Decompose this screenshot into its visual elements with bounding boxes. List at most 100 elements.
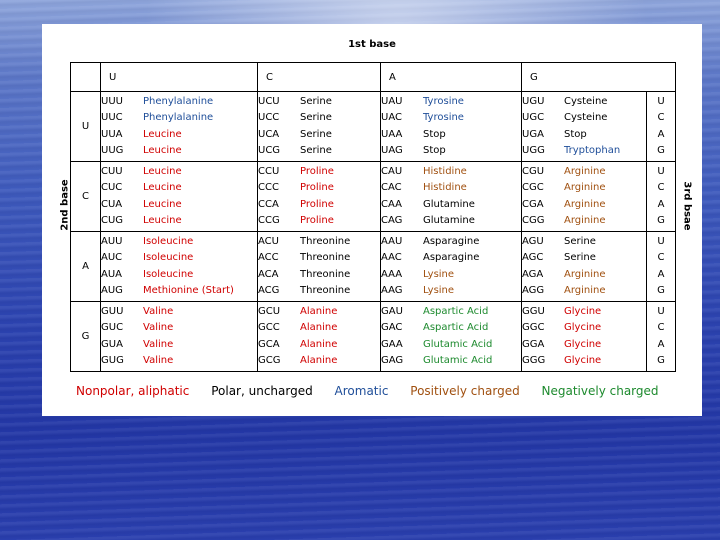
codon-entry: CGA Arginine: [522, 197, 646, 213]
codon-entry: GAC Aspartic Acid: [381, 320, 521, 336]
codon-entry: AAG Lysine: [381, 283, 521, 299]
amino-acid-name: Glycine: [564, 354, 602, 366]
codon-code: AAA: [381, 268, 403, 280]
amino-acid-name: Histidine: [423, 165, 467, 177]
codon-entry: CAA Glutamine: [381, 197, 521, 213]
amino-acid-name: Alanine: [300, 338, 338, 350]
amino-acid-name: Arginine: [564, 214, 606, 226]
amino-acid-name: Asparagine: [423, 235, 480, 247]
third-base-letter: C: [657, 252, 665, 264]
codon-cell: UAU Tyrosine UAC Tyrosine UAA Stop UAG Stop: [380, 91, 522, 162]
codon-entry: UCC Serine: [258, 110, 380, 126]
header-label: U: [109, 71, 117, 83]
codon-cell: GCU Alanine GCC Alanine GCA Alanine GCG Alanine: [257, 301, 381, 372]
codon-entry: AAU Asparagine: [381, 234, 521, 250]
amino-acid-name: Glutamine: [423, 214, 475, 226]
codon-code: ACU: [258, 235, 279, 247]
codon-cell: GGU Glycine GGC Glycine GGA Glycine GGG Glycine: [521, 301, 647, 372]
second-base-row-label: C: [70, 161, 101, 232]
codon-entry: CAC Histidine: [381, 180, 521, 196]
amino-acid-name: Proline: [300, 198, 334, 210]
codon-code: AUC: [101, 252, 123, 264]
codon-entry: AGU Serine: [522, 234, 646, 250]
legend-aromatic: Aromatic: [334, 384, 389, 398]
codon-entry: CCU Proline: [258, 164, 380, 180]
codon-code: GGC: [522, 322, 545, 334]
amino-acid-name: Alanine: [300, 354, 338, 366]
codon-cell: UCU Serine UCC Serine UCA Serine UCG Serine: [257, 91, 381, 162]
codon-code: AUA: [101, 268, 123, 280]
third-base-letter: U: [657, 235, 665, 247]
amino-acid-name: Proline: [300, 182, 334, 194]
amino-acid-name: Arginine: [564, 182, 606, 194]
amino-acid-name: Glutamine: [423, 198, 475, 210]
amino-acid-name: Serine: [300, 95, 332, 107]
legend-nonpolar: Nonpolar, aliphatic: [76, 384, 190, 398]
codon-code: UUG: [101, 144, 124, 156]
codon-entry: CUA Leucine: [101, 197, 257, 213]
amino-acid-name: Threonine: [300, 284, 351, 296]
header-cell-g: G: [521, 62, 676, 92]
codon-cell: AAU Asparagine AAC Asparagine AAA Lysine AAG Ly…: [380, 231, 522, 302]
third-base-letter: C: [657, 112, 665, 124]
codon-code: GCA: [258, 338, 280, 350]
amino-acid-name: Cysteine: [564, 95, 608, 107]
codon-entry: AUA Isoleucine: [101, 267, 257, 283]
codon-entry: CGU Arginine: [522, 164, 646, 180]
amino-acid-name: Leucine: [143, 182, 182, 194]
codon-entry: GGA Glycine: [522, 337, 646, 353]
codon-entry: AAC Asparagine: [381, 250, 521, 266]
codon-entry: UAG Stop: [381, 143, 521, 159]
codon-entry: UGC Cysteine: [522, 110, 646, 126]
amino-acid-name: Stop: [423, 144, 446, 156]
third-base-letter: A: [657, 338, 665, 350]
codon-code: CAC: [381, 182, 402, 194]
codon-cell: ACU Threonine ACC Threonine ACA Threonine ACG T…: [257, 231, 381, 302]
codon-code: AGA: [522, 268, 544, 280]
codon-entry: UCA Serine: [258, 127, 380, 143]
third-base-letter: U: [657, 305, 665, 317]
amino-acid-name: Valine: [143, 354, 174, 366]
amino-acid-name: Lysine: [423, 268, 455, 280]
codon-entry: UAU Tyrosine: [381, 94, 521, 110]
codon-block-row: C CUU Leucine CUC Leucine CUA Leucine CUG Leucin…: [70, 161, 676, 232]
codon-entry: UCG Serine: [258, 143, 380, 159]
codon-entry: UUA Leucine: [101, 127, 257, 143]
codon-entry: UUC Phenylalanine: [101, 110, 257, 126]
amino-acid-name: Aspartic Acid: [423, 322, 489, 334]
codon-entry: ACC Threonine: [258, 250, 380, 266]
codon-entry: GUU Valine: [101, 304, 257, 320]
codon-table-panel: 1st base 2nd base 3rd bsae U C A G U UUU P…: [42, 24, 702, 416]
amino-acid-name: Serine: [300, 128, 332, 140]
codon-code: AUG: [101, 284, 123, 296]
codon-entry: GGC Glycine: [522, 320, 646, 336]
codon-entry: UGA Stop: [522, 127, 646, 143]
codon-code: CCG: [258, 214, 280, 226]
amino-acid-name: Glutamic Acid: [423, 338, 493, 350]
codon-entry: ACU Threonine: [258, 234, 380, 250]
amino-acid-name: Proline: [300, 165, 334, 177]
codon-cell: CGU Arginine CGC Arginine CGA Arginine CGG Argi…: [521, 161, 647, 232]
codon-code: AAU: [381, 235, 403, 247]
codon-code: AUU: [101, 235, 123, 247]
amino-acid-name: Serine: [300, 144, 332, 156]
codon-entry: CGC Arginine: [522, 180, 646, 196]
codon-table: U C A G U UUU Phenylalanine UUC Phenylalanin…: [70, 62, 676, 372]
codon-entry: UUU Phenylalanine: [101, 94, 257, 110]
amino-acid-name: Alanine: [300, 322, 338, 334]
amino-acid-name: Serine: [300, 112, 332, 124]
codon-code: AGG: [522, 284, 545, 296]
amino-acid-name: Valine: [143, 305, 174, 317]
codon-code: UCU: [258, 95, 280, 107]
codon-code: UUA: [101, 128, 123, 140]
codon-code: AAG: [381, 284, 403, 296]
codon-entry: UUG Leucine: [101, 143, 257, 159]
second-base-row-label: G: [70, 301, 101, 372]
codon-entry: AGA Arginine: [522, 267, 646, 283]
codon-entry: CGG Arginine: [522, 213, 646, 229]
amino-acid-name: Isoleucine: [143, 268, 194, 280]
amino-acid-name: Threonine: [300, 252, 351, 264]
